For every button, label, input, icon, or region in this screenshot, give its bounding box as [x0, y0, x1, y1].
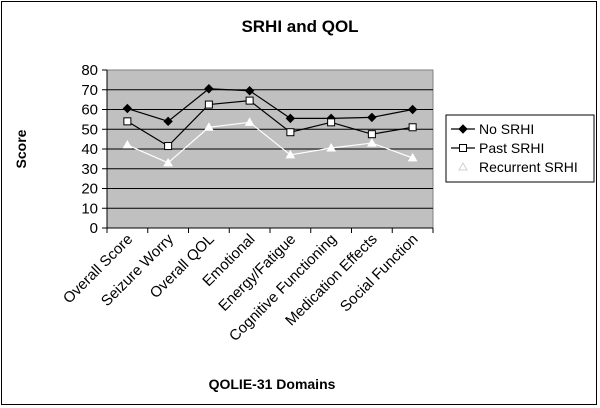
series-line [127, 99, 413, 147]
y-tick-label: 80 [81, 62, 98, 79]
legend-label: Recurrent SRHI [479, 159, 578, 175]
y-axis: 0 10 20 30 40 50 60 70 80 [81, 62, 108, 237]
y-tick-label: 20 [81, 181, 98, 198]
chart-title: SRHI and QOL [241, 17, 358, 36]
legend-entry: Recurrent SRHI [451, 159, 578, 175]
series-recurrent-srhi [122, 117, 418, 167]
data-point [123, 117, 132, 126]
x-tick-label: Overall Score [60, 231, 136, 307]
legend-marker [459, 144, 467, 152]
data-point [407, 104, 418, 115]
data-point [285, 149, 296, 159]
x-axis-title: QOLIE-31 Domains [209, 376, 336, 392]
y-tick-label: 10 [81, 200, 98, 217]
gridlines [107, 89, 433, 209]
series-past-srhi [123, 96, 417, 151]
data-point [163, 157, 173, 167]
data-point [408, 123, 417, 132]
y-tick-label: 30 [81, 161, 98, 178]
y-tick-label: 40 [81, 141, 98, 158]
legend: No SRHI Past SRHI Recurrent SRHI [445, 114, 595, 183]
y-tick-label: 50 [81, 121, 98, 138]
data-point [367, 112, 377, 123]
legend-entry: Past SRHI [451, 140, 544, 156]
legend-marker [458, 161, 468, 171]
series-layer [122, 84, 418, 167]
y-tick-label: 0 [90, 220, 98, 237]
data-point [245, 96, 254, 105]
data-point [204, 84, 214, 94]
y-axis-title: Score [13, 129, 29, 168]
data-point [285, 113, 296, 124]
data-point [244, 117, 255, 126]
data-point [407, 152, 418, 162]
data-point [367, 138, 377, 147]
data-point [327, 118, 336, 127]
y-tick-label: 70 [81, 82, 98, 99]
data-point [286, 128, 295, 137]
data-point [204, 100, 213, 109]
series-line [127, 88, 413, 123]
legend-label: No SRHI [479, 121, 534, 137]
legend-entry: No SRHI [451, 121, 534, 137]
data-point [164, 142, 173, 151]
data-point [122, 103, 133, 114]
data-point [367, 130, 376, 139]
data-point [122, 140, 133, 149]
data-point [204, 122, 214, 131]
series-line [127, 121, 413, 164]
y-tick-label: 60 [81, 102, 98, 119]
data-point [163, 116, 173, 127]
legend-label: Past SRHI [479, 140, 544, 156]
data-point [244, 86, 255, 96]
data-point [326, 143, 336, 152]
legend-marker [458, 124, 468, 134]
